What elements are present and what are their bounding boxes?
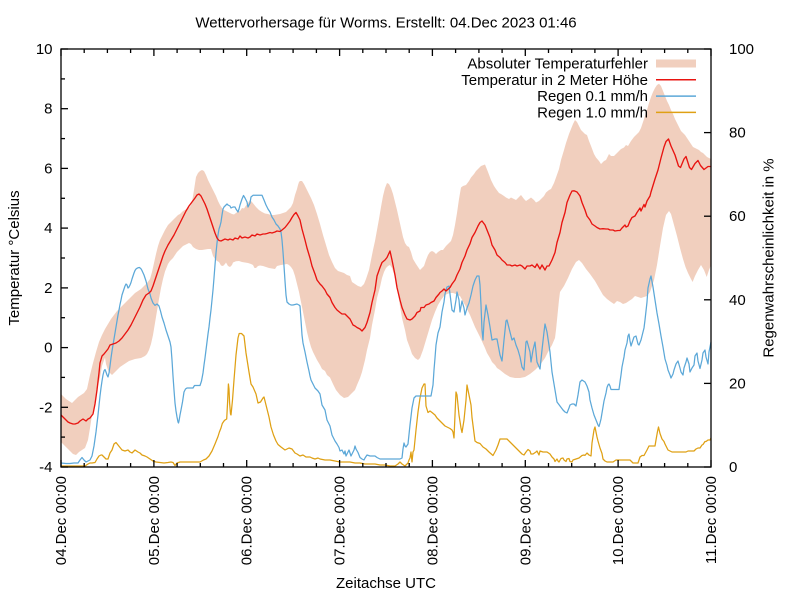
svg-text:Zeitachse UTC: Zeitachse UTC [336,575,436,592]
svg-text:60: 60 [729,208,746,225]
svg-text:Temperatur °Celsius: Temperatur °Celsius [6,190,23,325]
svg-text:20: 20 [729,375,746,392]
svg-text:0: 0 [729,459,737,476]
svg-text:Absoluter Temperaturfehler: Absoluter Temperaturfehler [467,56,648,73]
svg-text:11.Dec 00:00: 11.Dec 00:00 [703,476,720,564]
svg-text:04.Dec 00:00: 04.Dec 00:00 [53,476,70,565]
svg-text:Regen 1.0 mm/h: Regen 1.0 mm/h [537,104,648,121]
svg-text:6: 6 [44,160,52,177]
svg-text:-2: -2 [39,399,52,416]
svg-text:8: 8 [44,101,52,118]
svg-text:0: 0 [44,340,52,357]
svg-text:06.Dec 00:00: 06.Dec 00:00 [239,476,256,565]
svg-text:Regenwahrscheinlichkeit in %: Regenwahrscheinlichkeit in % [761,158,778,357]
svg-text:40: 40 [729,292,746,309]
svg-text:10: 10 [36,41,53,58]
svg-text:10.Dec 00:00: 10.Dec 00:00 [610,476,627,565]
svg-text:08.Dec 00:00: 08.Dec 00:00 [424,476,441,565]
svg-text:2: 2 [44,280,52,297]
svg-text:100: 100 [729,41,754,58]
svg-text:Regen 0.1 mm/h: Regen 0.1 mm/h [537,88,648,105]
svg-text:05.Dec 00:00: 05.Dec 00:00 [146,476,163,565]
svg-text:80: 80 [729,125,746,142]
svg-text:4: 4 [44,220,52,237]
svg-text:09.Dec 00:00: 09.Dec 00:00 [517,476,534,565]
svg-text:Temperatur in 2 Meter Höhe: Temperatur in 2 Meter Höhe [461,72,648,89]
svg-text:-4: -4 [39,459,52,476]
svg-text:Wettervorhersage für Worms. Er: Wettervorhersage für Worms. Erstellt: 04… [195,15,576,32]
svg-text:07.Dec 00:00: 07.Dec 00:00 [332,476,349,565]
